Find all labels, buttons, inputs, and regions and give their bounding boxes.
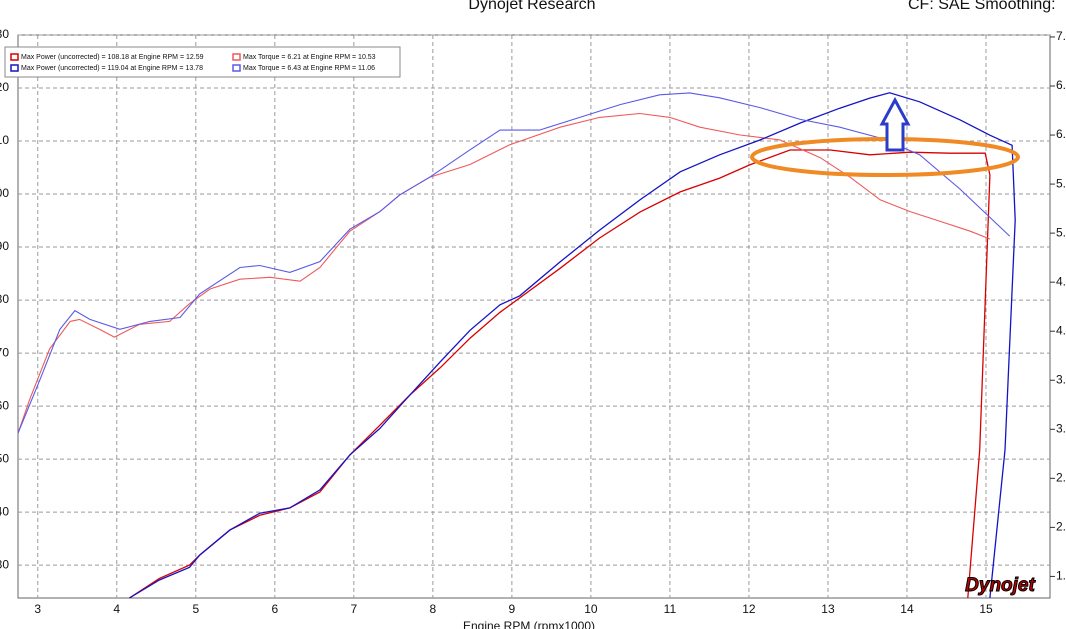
y2-tick-label: 5.00 <box>1056 225 1066 239</box>
plot-layer: 3 4 5 6 7 8 9 10 11 12 13 14 15 30 40 50 60 70 80 90 100 110 1… <box>0 27 1066 616</box>
y2-tick-label: 4.50 <box>1056 274 1066 288</box>
chart-title: Dynojet Research <box>468 0 595 13</box>
x-tick-label: 13 <box>821 602 835 616</box>
x-tick-label: 9 <box>509 602 516 616</box>
y2-tick-label: 3.50 <box>1056 372 1066 386</box>
y2-tick-label: 2.00 <box>1056 520 1066 534</box>
plot-area <box>17 34 1051 599</box>
x-tick-label: 6 <box>271 602 278 616</box>
y-tick-label: 70 <box>0 345 9 359</box>
legend-swatch <box>232 64 241 72</box>
y-tick-label: 60 <box>0 398 9 412</box>
legend-swatch <box>232 53 241 61</box>
y-tick-label: 80 <box>0 292 9 306</box>
legend-swatch <box>10 64 19 72</box>
y-tick-label: 120 <box>0 80 9 94</box>
y2-tick-label: 6.50 <box>1056 78 1066 92</box>
x-tick-label: 10 <box>584 602 598 616</box>
y2-tick-label: 7.00 <box>1056 29 1066 43</box>
highlight-ellipse <box>750 137 1020 177</box>
legend-label: Max Torque = 6.21 at Engine RPM = 10.53 <box>243 54 376 61</box>
x-tick-label: 3 <box>34 602 41 616</box>
x-axis-label: Engine RPM (rpmx1000) <box>463 619 595 629</box>
x-tick-label: 5 <box>192 602 199 616</box>
x-tick-label: 15 <box>979 602 993 616</box>
series-line <box>129 92 1016 599</box>
y-tick-label: 40 <box>0 504 9 518</box>
x-tick-label: 8 <box>430 602 437 616</box>
y-tick-label: 130 <box>0 27 9 41</box>
y-tick-label: 50 <box>0 451 9 465</box>
legend: Max Power (uncorrected) = 108.18 at Engi… <box>4 46 401 78</box>
legend-box <box>4 46 401 78</box>
series-line <box>129 149 991 599</box>
y-tick-label: 110 <box>0 133 9 147</box>
x-tick-label: 7 <box>350 602 357 616</box>
y2-tick-label: 6.00 <box>1056 127 1066 141</box>
y2-tick-label: 1.50 <box>1056 569 1066 583</box>
x-tick-label: 12 <box>742 602 756 616</box>
x-tick-label: 11 <box>664 602 677 616</box>
x-tick-label: 4 <box>113 602 120 616</box>
legend-label: Max Power (uncorrected) = 108.18 at Engi… <box>21 54 204 61</box>
arrow <box>879 96 911 152</box>
chart-subtitle: CF: SAE Smoothing: <box>908 0 1056 13</box>
y2-tick-label: 4.00 <box>1056 323 1066 337</box>
y2-tick-label: 5.50 <box>1056 176 1066 190</box>
y2-tick-label: 2.50 <box>1056 471 1066 485</box>
y2-tick-label: 3.00 <box>1056 421 1066 435</box>
y-tick-label: 100 <box>0 186 9 200</box>
y-tick-label: 30 <box>0 557 9 571</box>
y-tick-label: 90 <box>0 239 9 253</box>
logo: Dynojet <box>965 575 1035 596</box>
series-line <box>17 92 1011 434</box>
legend-label: Max Power (uncorrected) = 119.04 at Engi… <box>21 65 203 72</box>
legend-label: Max Torque = 6.43 at Engine RPM = 11.06 <box>243 65 375 72</box>
legend-swatch <box>10 53 19 61</box>
x-tick-label: 14 <box>900 602 914 616</box>
